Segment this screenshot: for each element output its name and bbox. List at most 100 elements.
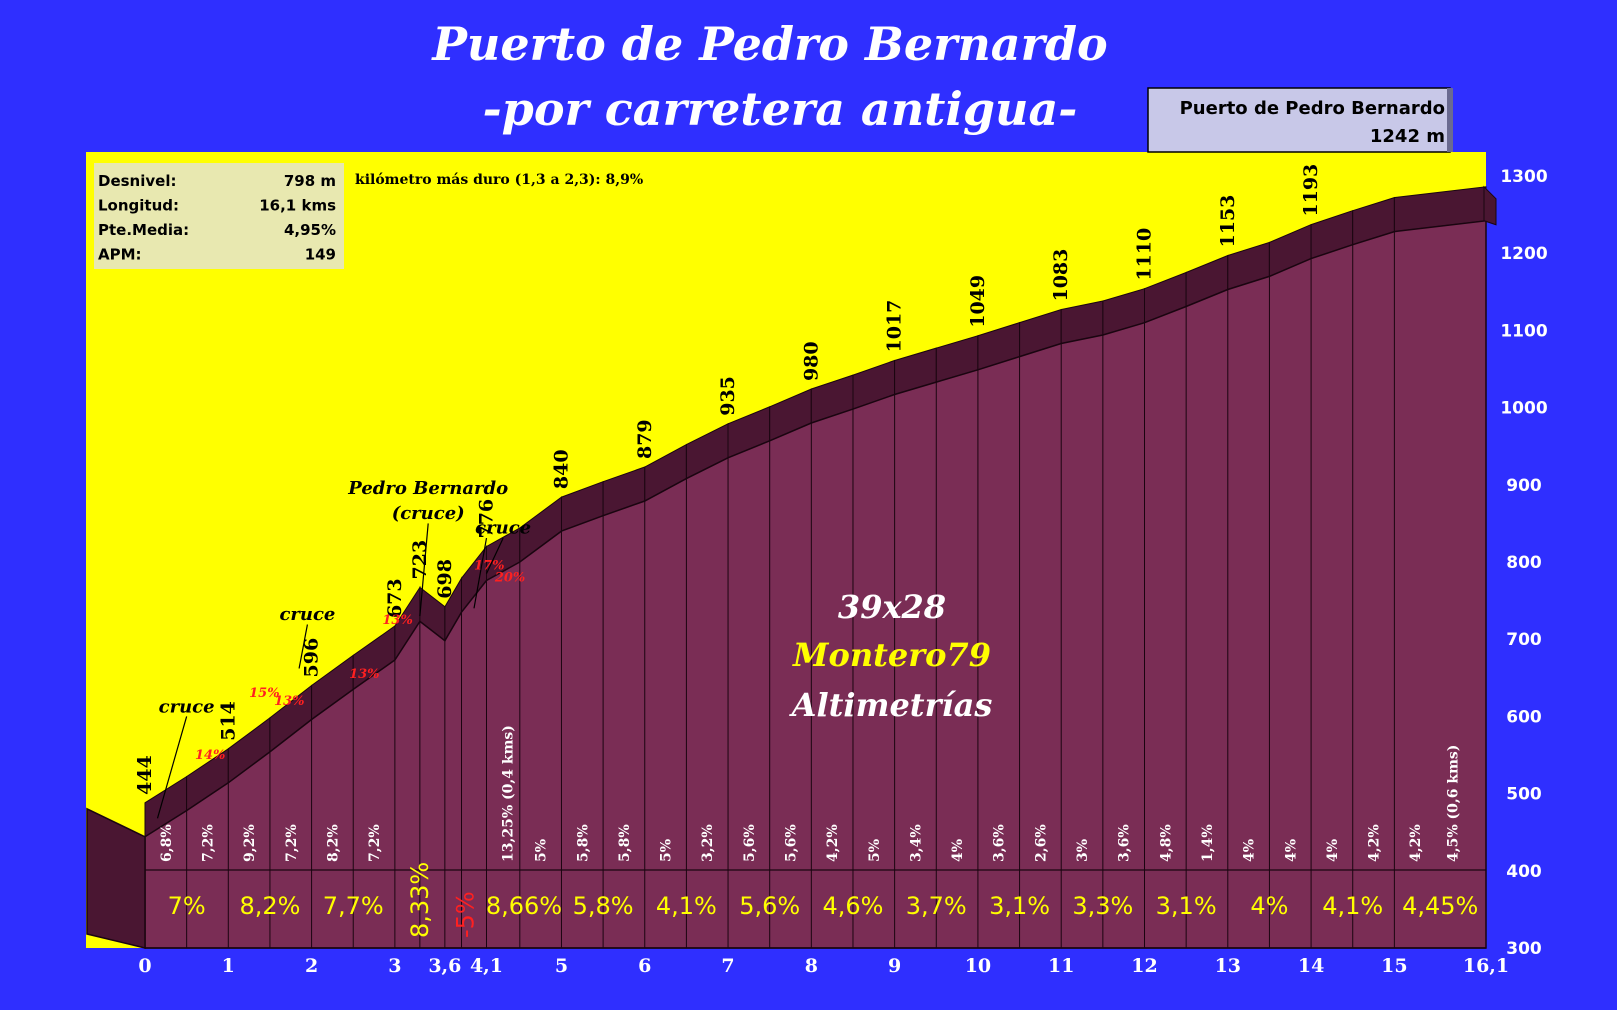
half-km-gradient: 4% [950,839,966,862]
y-tick-label: 500 [1506,785,1542,805]
y-tick-label: 800 [1506,553,1542,573]
half-km-gradient: 4% [1242,839,1258,862]
km-gradient: 5,6% [739,892,800,920]
half-km-gradient: 3,6% [992,824,1008,862]
km-gradient: 5,8% [573,892,634,920]
stat-label: Pte.Media: [98,221,189,239]
x-tick-label: 5 [555,955,568,977]
altitude-label: 879 [634,419,656,459]
stat-value: 16,1 kms [259,197,336,215]
altitude-label: 1017 [884,300,906,353]
half-km-gradient: 4,8% [1158,824,1174,862]
chart-subtitle: -por carretera antigua- [483,82,1078,136]
x-tick-label: 7 [721,955,734,977]
chart-title: Puerto de Pedro Bernardo [430,17,1107,71]
half-km-gradient: 3% [1075,839,1091,862]
steep-ramp-label: 13% [274,694,304,709]
km-gradient: 8,2% [239,892,300,920]
half-km-gradient: 5,6% [784,824,800,862]
x-tick-label: 11 [1048,955,1074,977]
credit-author: Montero79 [792,636,991,674]
km-gradient: 7,7% [323,892,384,920]
x-tick-label: 14 [1298,955,1324,977]
altitude-label: 1153 [1217,195,1239,248]
half-km-gradient: 7,2% [367,824,383,862]
y-tick-label: 700 [1506,630,1542,650]
profile-layer [86,185,1497,949]
half-km-gradient: 4,2% [825,824,841,862]
hardest-km: kilómetro más duro (1,3 a 2,3): 8,9% [355,172,643,188]
x-tick-label: 13 [1215,955,1241,977]
km-gradient: 7% [168,892,206,920]
annotation-leader [485,537,504,574]
stat-value: 149 [305,246,336,264]
km-gradient: 4,6% [822,892,883,920]
x-tick-label: 15 [1381,955,1407,977]
annotation-leader [298,624,309,669]
half-km-gradient: 3,6% [1117,824,1133,862]
annotation-leader [156,716,188,819]
half-km-gradient: 1,4% [1200,824,1216,862]
steep-ramp-label: 14% [195,748,225,763]
altitude-label: 1193 [1300,164,1322,217]
stat-value: 798 m [284,172,336,190]
half-km-gradient: 3,4% [908,824,924,862]
km-gradient: 4,45% [1402,892,1478,920]
x-tick-label: 3 [388,955,401,977]
annotation-leader [419,523,429,617]
km-gradient: -5% [452,891,480,938]
half-km-gradient: 7,2% [200,824,216,862]
stat-label: Desnivel: [98,172,176,190]
annotation-label: cruce [279,604,335,625]
half-km-gradient: 4,5% (0,6 kms) [1446,745,1462,862]
x-tick-label: 12 [1131,955,1157,977]
half-km-gradient: 4,2% [1408,824,1424,862]
summit-altitude: 1242 m [1370,126,1445,147]
half-km-gradient: 3,2% [700,824,716,862]
credit-gear: 39x28 [838,588,946,626]
y-tick-label: 1200 [1500,244,1547,264]
y-tick-label: 900 [1506,476,1542,496]
half-km-gradient: 5% [659,839,675,862]
y-tick-label: 400 [1506,862,1542,882]
altitude-label: 673 [384,578,406,618]
altitude-label: 596 [301,638,323,678]
x-tick-label: 9 [888,955,901,977]
altitude-label: 444 [134,755,156,795]
y-tick-label: 600 [1506,707,1542,727]
km-gradient: 3,1% [1156,892,1217,920]
half-km-gradient: 9,2% [242,824,258,862]
km-gradient: 8,66% [486,892,562,920]
annotation-leader [473,537,488,609]
altitude-label: 1049 [967,275,989,328]
y-tick-label: 1100 [1500,321,1547,341]
altitude-label: 723 [409,540,431,580]
annotation-label: cruce [475,517,531,538]
half-km-gradient: 4% [1325,839,1341,862]
x-tick-label: 1 [222,955,235,977]
annotation-label: cruce [159,697,215,718]
y-tick-label: 1300 [1500,167,1547,187]
half-km-gradient: 4% [1283,839,1299,862]
x-tick-label: 8 [805,955,818,977]
km-gradient: 4,1% [1322,892,1383,920]
stat-label: Longitud: [98,197,179,215]
annotation-label: (cruce) [392,503,465,524]
altitude-label: 935 [717,376,739,416]
km-gradient: 4,1% [656,892,717,920]
km-gradient: 4% [1250,892,1288,920]
half-km-gradient: 13,25% (0,4 kms) [500,725,516,862]
altitude-label: 980 [800,341,822,381]
altitude-label: 514 [217,701,239,741]
steep-ramp-label: 13% [349,667,379,682]
half-km-gradient: 5,8% [575,824,591,862]
altitude-label: 776 [475,499,497,539]
steep-ramp-label: 15% [249,686,279,701]
half-km-gradient: 6,8% [159,824,175,862]
profile-right-face [1483,185,1497,226]
half-km-gradient: 5% [867,839,883,862]
annotation-label: Pedro Bernardo [347,478,508,499]
x-tick-label: 3,6 [428,955,461,977]
